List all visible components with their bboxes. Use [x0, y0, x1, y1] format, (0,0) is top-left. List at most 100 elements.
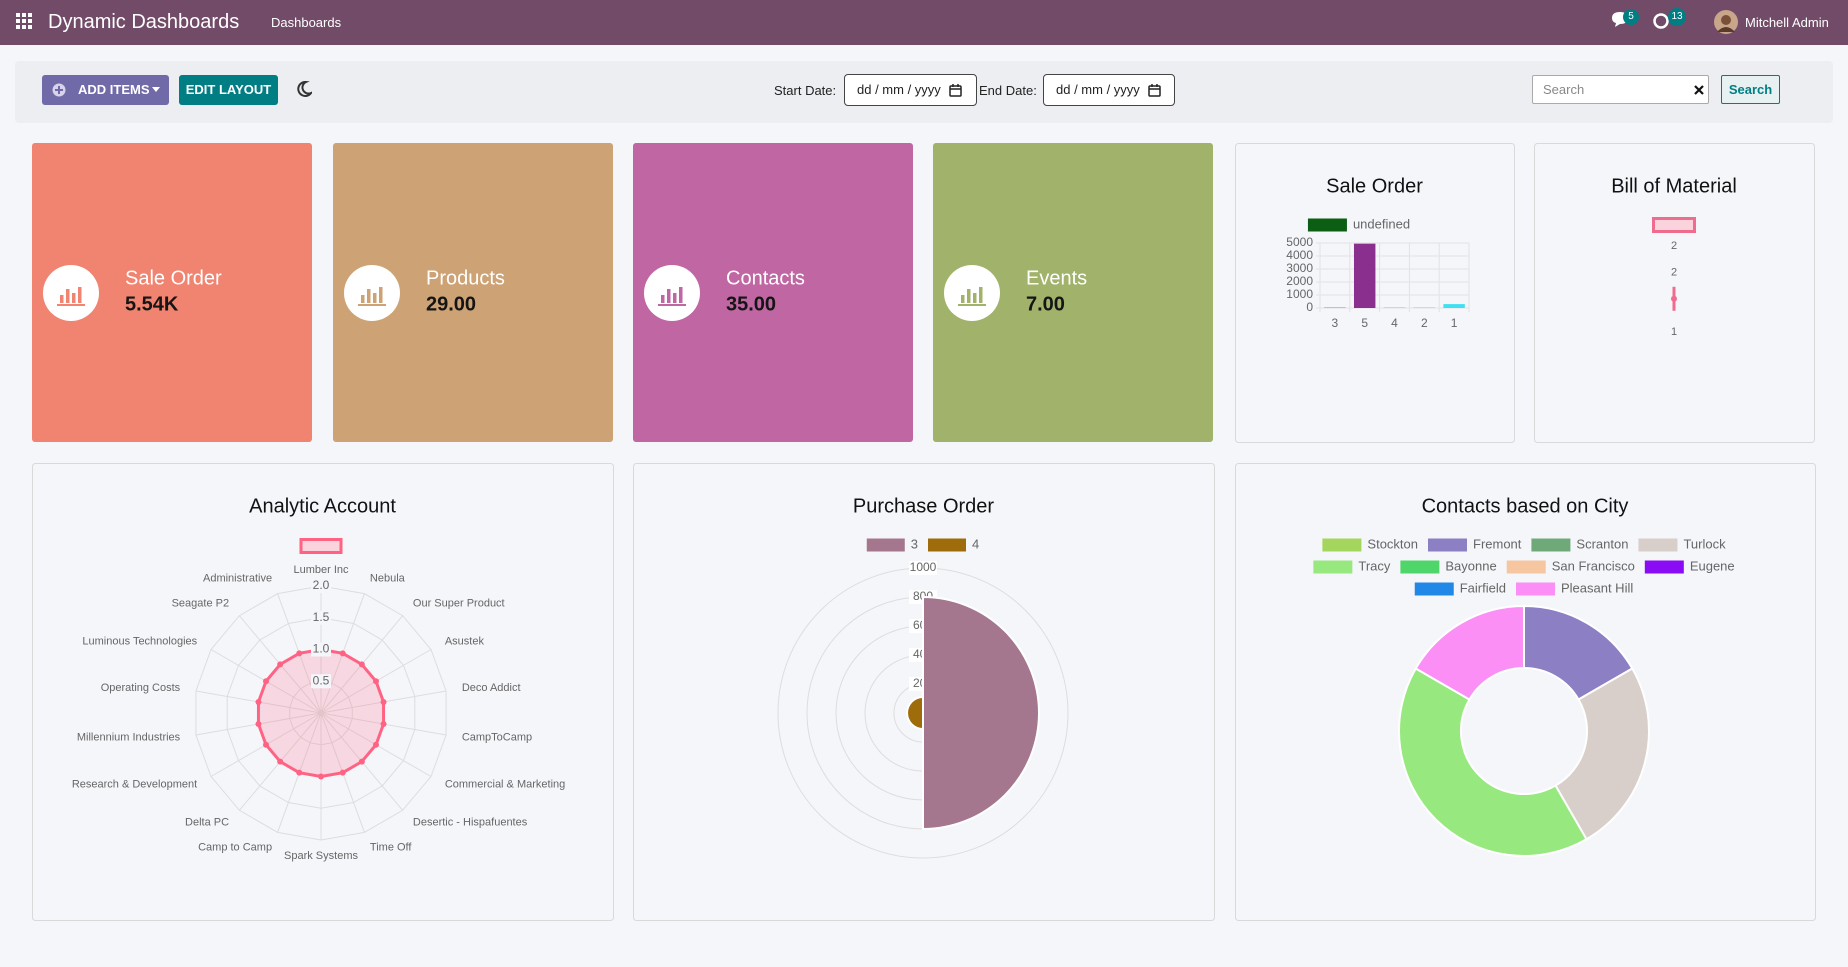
x-tick-label: 5	[1361, 316, 1368, 330]
tile[interactable]	[333, 143, 613, 442]
start-date-label: Start Date:	[774, 83, 837, 98]
legend-swatch	[928, 538, 966, 552]
radar-point	[358, 661, 365, 668]
axis-label: Administrative	[203, 573, 272, 585]
radar-point	[372, 678, 379, 685]
tile-icon-base	[57, 304, 85, 306]
legend-swatch	[299, 538, 343, 554]
y-tick-label: 2	[1671, 266, 1677, 278]
user-name[interactable]: Mitchell Admin	[1745, 15, 1829, 30]
radar-point	[380, 721, 387, 728]
radar-point	[255, 698, 262, 705]
radar-point	[277, 758, 284, 765]
end-date-input[interactable]: dd / mm / yyyy	[1043, 74, 1175, 106]
legend-label: Turlock	[1683, 536, 1726, 551]
tile[interactable]	[933, 143, 1213, 442]
legend-label: Stockton	[1367, 536, 1418, 551]
axis-label: Seagate P2	[172, 597, 230, 609]
legend-swatch	[1400, 560, 1440, 574]
activities-badge: 13	[1671, 11, 1683, 22]
tile-value: 7.00	[1026, 293, 1065, 315]
doughnut-slice	[1414, 604, 1525, 701]
chart-title: Purchase Order	[853, 495, 995, 517]
tick-backdrop	[311, 674, 331, 689]
r-tick-label: 1.0	[313, 642, 330, 656]
r-tick-label: 2.0	[313, 578, 330, 592]
chart-title: Sale Order	[1326, 175, 1423, 197]
tile-value: 5.54K	[125, 293, 179, 315]
messages-badge: 5	[1628, 11, 1634, 22]
tile-icon-base	[358, 304, 386, 306]
search-button[interactable]: Search	[1721, 75, 1780, 104]
chart-title: Contacts based on City	[1422, 495, 1629, 517]
caret	[152, 87, 160, 92]
axis-label: Millennium Industries	[77, 732, 181, 744]
axis-label: Our Super Product	[413, 597, 505, 609]
chart-card	[32, 463, 614, 921]
app-title[interactable]: Dynamic Dashboards	[48, 11, 240, 33]
y-tick-label: 5000	[1286, 235, 1313, 249]
legend-label: Fairfield	[1460, 580, 1506, 595]
calendar-icon[interactable]	[1148, 84, 1161, 97]
radar-point	[263, 678, 270, 685]
axis-label: Operating Costs	[101, 682, 181, 694]
tile-title: Sale Order	[125, 267, 222, 289]
apps-icon[interactable]	[16, 13, 32, 29]
menu-item[interactable]: Dashboards	[271, 15, 342, 30]
tile-icon-bar	[973, 293, 977, 303]
activities-icon[interactable]	[1652, 8, 1688, 36]
radar-point	[296, 650, 303, 657]
legend-swatch	[1322, 538, 1362, 552]
legend-label: 4	[972, 536, 979, 551]
legend-label: Scranton	[1576, 536, 1628, 551]
add-items-button[interactable]: ADD ITEMS	[42, 75, 169, 105]
tile-title: Products	[426, 267, 505, 289]
tile-icon-bg	[43, 265, 99, 321]
legend-label: Tracy	[1358, 558, 1391, 573]
bar	[1413, 307, 1436, 308]
tile[interactable]	[32, 143, 312, 442]
tile-icon-bar	[667, 289, 671, 303]
search-placeholder: Search	[1543, 82, 1585, 97]
clear-icon[interactable]	[1694, 85, 1704, 95]
tile-title: Contacts	[726, 267, 805, 289]
axis-label: Time Off	[370, 841, 413, 853]
bar	[1353, 243, 1376, 308]
line-point	[1671, 295, 1677, 302]
tile-icon-bar	[379, 287, 383, 303]
search-input[interactable]: Search	[1532, 75, 1709, 104]
legend-swatch	[1414, 582, 1454, 596]
legend-swatch	[1428, 538, 1467, 552]
legend-swatch	[1313, 560, 1353, 574]
edit-layout-button[interactable]: EDIT LAYOUT	[179, 75, 278, 105]
tile-icon-bar	[361, 295, 365, 303]
start-date-input[interactable]: dd / mm / yyyy	[844, 74, 977, 106]
legend-label: undefined	[1353, 216, 1410, 231]
legend-swatch	[1531, 538, 1571, 552]
r-tick-label: 1000	[910, 560, 937, 574]
calendar-icon[interactable]	[949, 84, 962, 97]
tile-icon-bar	[661, 295, 665, 303]
tile-icon-bar	[72, 293, 76, 303]
tick-backdrop	[311, 579, 331, 593]
y-tick-label: 4000	[1286, 248, 1313, 262]
radar-point	[263, 741, 270, 748]
legend-swatch	[1506, 560, 1546, 574]
x-tick-label: 1	[1671, 326, 1677, 338]
radar-point	[277, 661, 284, 668]
doughnut-slice	[1554, 667, 1650, 841]
axis-label: Desertic - Hispafuentes	[413, 816, 528, 828]
messages-icon[interactable]	[1610, 8, 1640, 36]
tile-icon-bar	[66, 289, 70, 303]
bar	[1443, 304, 1465, 308]
tile[interactable]	[633, 143, 913, 442]
avatar[interactable]	[1714, 10, 1738, 34]
dark-mode-toggle[interactable]	[296, 81, 312, 97]
tile-icon-bar	[961, 295, 965, 303]
tile-value: 29.00	[426, 293, 476, 315]
axis-label: Research & Development	[72, 778, 197, 790]
legend-label: San Francisco	[1552, 558, 1635, 573]
tick-backdrop	[311, 610, 331, 625]
axis-label: Asustek	[445, 635, 485, 647]
